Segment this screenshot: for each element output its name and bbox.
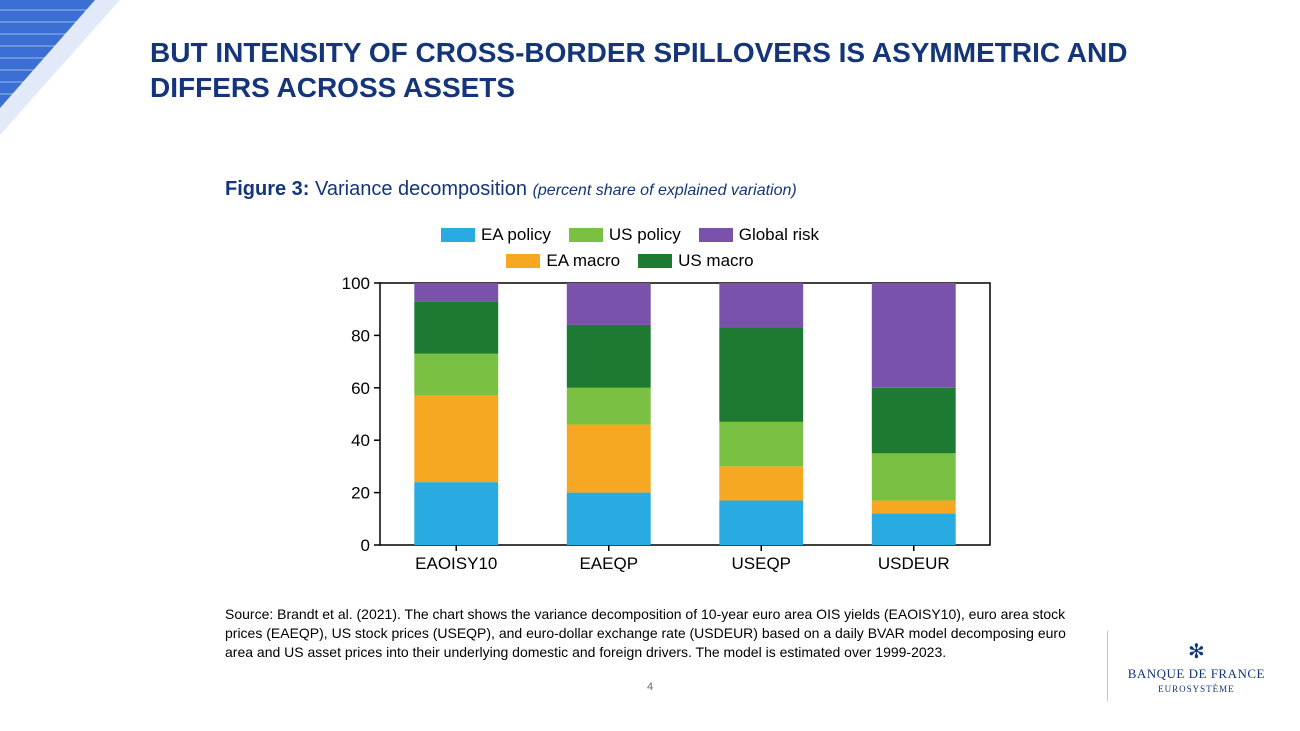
source-note: Source: Brandt et al. (2021). The chart … <box>225 605 1070 662</box>
legend-label: Global risk <box>739 225 819 245</box>
legend-swatch <box>441 228 475 242</box>
chart-plot: 0 20 40 60 80 100 EAOISY10 EAEQP USEQP USDEUR <box>320 275 1000 575</box>
bar-segment <box>719 466 803 500</box>
bar-segment <box>414 301 498 353</box>
bar-segment <box>567 388 651 425</box>
corner-decoration <box>0 0 120 135</box>
footer-brand: ✻ BANQUE DE FRANCE EUROSYSTÈME <box>1107 631 1265 701</box>
legend-label: EA macro <box>546 251 620 271</box>
brand-subtitle: EUROSYSTÈME <box>1128 684 1265 694</box>
figure-title: Variance decomposition <box>315 178 527 200</box>
bar-segment <box>567 424 651 492</box>
bar-segment <box>872 500 956 513</box>
svg-text:100: 100 <box>342 275 370 293</box>
svg-text:20: 20 <box>351 484 370 503</box>
bar-segment <box>872 388 956 454</box>
figure-subtitle: (percent share of explained variation) <box>533 182 797 199</box>
legend-label: US macro <box>678 251 754 271</box>
bar-segment <box>567 493 651 545</box>
legend-swatch <box>506 254 540 268</box>
bar-segment <box>719 328 803 422</box>
bar-segment <box>719 500 803 545</box>
bar-segment <box>414 396 498 482</box>
legend-item: US macro <box>638 251 754 271</box>
brand-icon: ✻ <box>1128 639 1265 664</box>
legend-swatch <box>569 228 603 242</box>
svg-text:EAEQP: EAEQP <box>579 554 638 573</box>
bar-segment <box>567 283 651 325</box>
slide-title: BUT INTENSITY OF CROSS-BORDER SPILLOVERS… <box>150 35 1240 105</box>
svg-text:0: 0 <box>361 536 370 555</box>
legend-item: EA policy <box>441 225 551 245</box>
legend-swatch <box>638 254 672 268</box>
figure-label: Figure 3: <box>225 178 309 200</box>
legend-item: EA macro <box>506 251 620 271</box>
bar-segment <box>872 514 956 545</box>
bar-segment <box>872 283 956 388</box>
svg-text:EAOISY10: EAOISY10 <box>415 554 497 573</box>
bar-segment <box>719 283 803 328</box>
bar-segment <box>719 422 803 467</box>
variance-chart: EA policy US policy Global risk EA macro US … <box>320 225 1000 580</box>
figure-caption: Figure 3: Variance decomposition (percen… <box>225 178 797 201</box>
svg-text:40: 40 <box>351 431 370 450</box>
svg-text:USEQP: USEQP <box>731 554 791 573</box>
bar-segment <box>414 283 498 301</box>
legend-label: US policy <box>609 225 681 245</box>
bar-segment <box>414 482 498 545</box>
svg-text:60: 60 <box>351 379 370 398</box>
legend-item: Global risk <box>699 225 819 245</box>
legend-swatch <box>699 228 733 242</box>
page-number: 4 <box>647 681 653 693</box>
svg-text:80: 80 <box>351 326 370 345</box>
bar-segment <box>414 354 498 396</box>
bar-segment <box>567 325 651 388</box>
legend-label: EA policy <box>481 225 551 245</box>
chart-legend: EA policy US policy Global risk EA macro US … <box>320 225 880 271</box>
bar-segment <box>872 453 956 500</box>
legend-item: US policy <box>569 225 681 245</box>
brand-name: BANQUE DE FRANCE <box>1128 666 1265 682</box>
svg-text:USDEUR: USDEUR <box>878 554 950 573</box>
